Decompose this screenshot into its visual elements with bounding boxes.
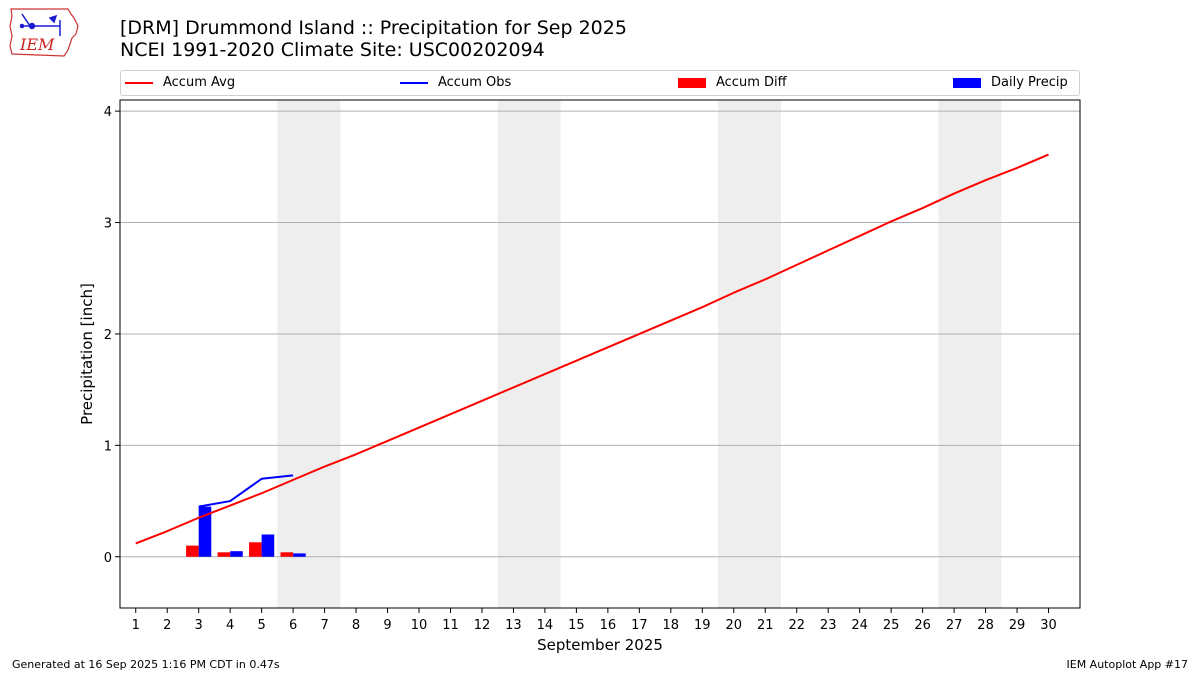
plot-frame (119, 99, 1081, 609)
x-tick-label: 7 (320, 618, 328, 633)
x-tick-label: 29 (1009, 618, 1026, 633)
legend-swatch-accum-avg (125, 81, 153, 84)
y-tick-label: 1 (104, 439, 112, 454)
x-tick-label: 17 (631, 618, 648, 633)
x-tick-label: 26 (914, 618, 931, 633)
iowa-outline-icon (9, 8, 79, 57)
x-tick-label: 5 (257, 618, 265, 633)
bar-daily-precip (293, 553, 306, 557)
chart-title: [DRM] Drummond Island :: Precipitation f… (120, 17, 627, 39)
line-accum-avg (135, 153, 1049, 545)
logo-text: IEM (19, 35, 55, 54)
x-tick-label: 13 (505, 618, 522, 633)
x-tick-label: 8 (352, 618, 360, 633)
legend-label-accum-diff: Accum Diff (716, 75, 787, 90)
iem-logo: IEM (9, 8, 79, 57)
x-tick-label: 30 (1040, 618, 1057, 633)
weekend-band (277, 100, 341, 608)
chart-subtitle: NCEI 1991-2020 Climate Site: USC00202094 (120, 39, 545, 61)
bar-accum-diff (280, 552, 294, 557)
x-tick-label: 15 (568, 618, 585, 633)
line-series (135, 153, 1049, 545)
bar-daily-precip (230, 551, 243, 557)
y-axis-ticks: 0 1 2 3 4 (104, 105, 120, 566)
x-tick-label: 10 (411, 618, 428, 633)
legend-swatch-accum-obs (400, 81, 428, 84)
x-tick-label: 22 (788, 618, 805, 633)
bar-accum-diff (186, 545, 199, 557)
weekend-band (718, 100, 781, 608)
bar-accum-diff (249, 542, 262, 557)
weekend-band (497, 100, 561, 608)
x-tick-label: 25 (883, 618, 900, 633)
x-axis-label: September 2025 (537, 636, 663, 654)
grid-lines (120, 110, 1080, 558)
x-tick-label: 21 (757, 618, 774, 633)
legend-item-accum-avg: Accum Avg (125, 75, 235, 90)
x-tick-label: 16 (600, 618, 617, 633)
x-tick-label: 9 (383, 618, 391, 633)
legend-item-accum-obs: Accum Obs (400, 75, 511, 90)
legend-label-accum-obs: Accum Obs (438, 75, 512, 90)
legend-label-daily-precip: Daily Precip (991, 75, 1068, 90)
x-tick-label: 2 (163, 618, 171, 633)
y-tick-label: 3 (104, 217, 112, 232)
x-axis-ticks: 1 2 3 4 5 6 7 8 9 10 11 12 13 14 15 16 17 18 19 20 21 22 23 24 2… (132, 608, 1057, 633)
y-axis-label: Precipitation [inch] (78, 283, 96, 425)
app-label: IEM Autoplot App #17 (1066, 658, 1189, 671)
y-tick-label: 0 (104, 551, 112, 566)
x-tick-label: 1 (132, 618, 140, 633)
x-tick-label: 3 (195, 618, 203, 633)
bar-series (186, 506, 306, 557)
x-tick-label: 4 (226, 618, 234, 633)
x-tick-label: 14 (537, 618, 554, 633)
x-tick-label: 23 (820, 618, 837, 633)
legend: Accum Avg Accum Obs Accum Diff Daily Pre… (120, 70, 1080, 96)
weekend-bands (277, 100, 1002, 608)
y-tick-label: 2 (104, 328, 112, 343)
x-tick-label: 6 (289, 618, 297, 633)
x-tick-label: 27 (946, 618, 963, 633)
legend-item-daily-precip: Daily Precip (953, 75, 1068, 90)
y-tick-label: 4 (104, 105, 112, 120)
bar-daily-precip (198, 506, 212, 557)
bar-daily-precip (261, 534, 275, 557)
x-tick-label: 12 (474, 618, 491, 633)
x-tick-label: 24 (851, 618, 868, 633)
legend-swatch-accum-diff (678, 77, 706, 88)
line-accum-obs (198, 474, 294, 508)
x-tick-label: 20 (725, 618, 742, 633)
weather-station-icon (19, 13, 61, 36)
x-tick-label: 11 (442, 618, 459, 633)
weekend-band (938, 100, 1002, 608)
bar-accum-diff (217, 552, 231, 557)
legend-swatch-daily-precip (953, 77, 981, 88)
legend-label-accum-avg: Accum Avg (163, 75, 236, 90)
x-tick-label: 19 (694, 618, 711, 633)
generated-timestamp: Generated at 16 Sep 2025 1:16 PM CDT in … (12, 658, 280, 671)
x-tick-label: 18 (663, 618, 680, 633)
legend-item-accum-diff: Accum Diff (678, 75, 787, 90)
x-tick-label: 28 (977, 618, 994, 633)
